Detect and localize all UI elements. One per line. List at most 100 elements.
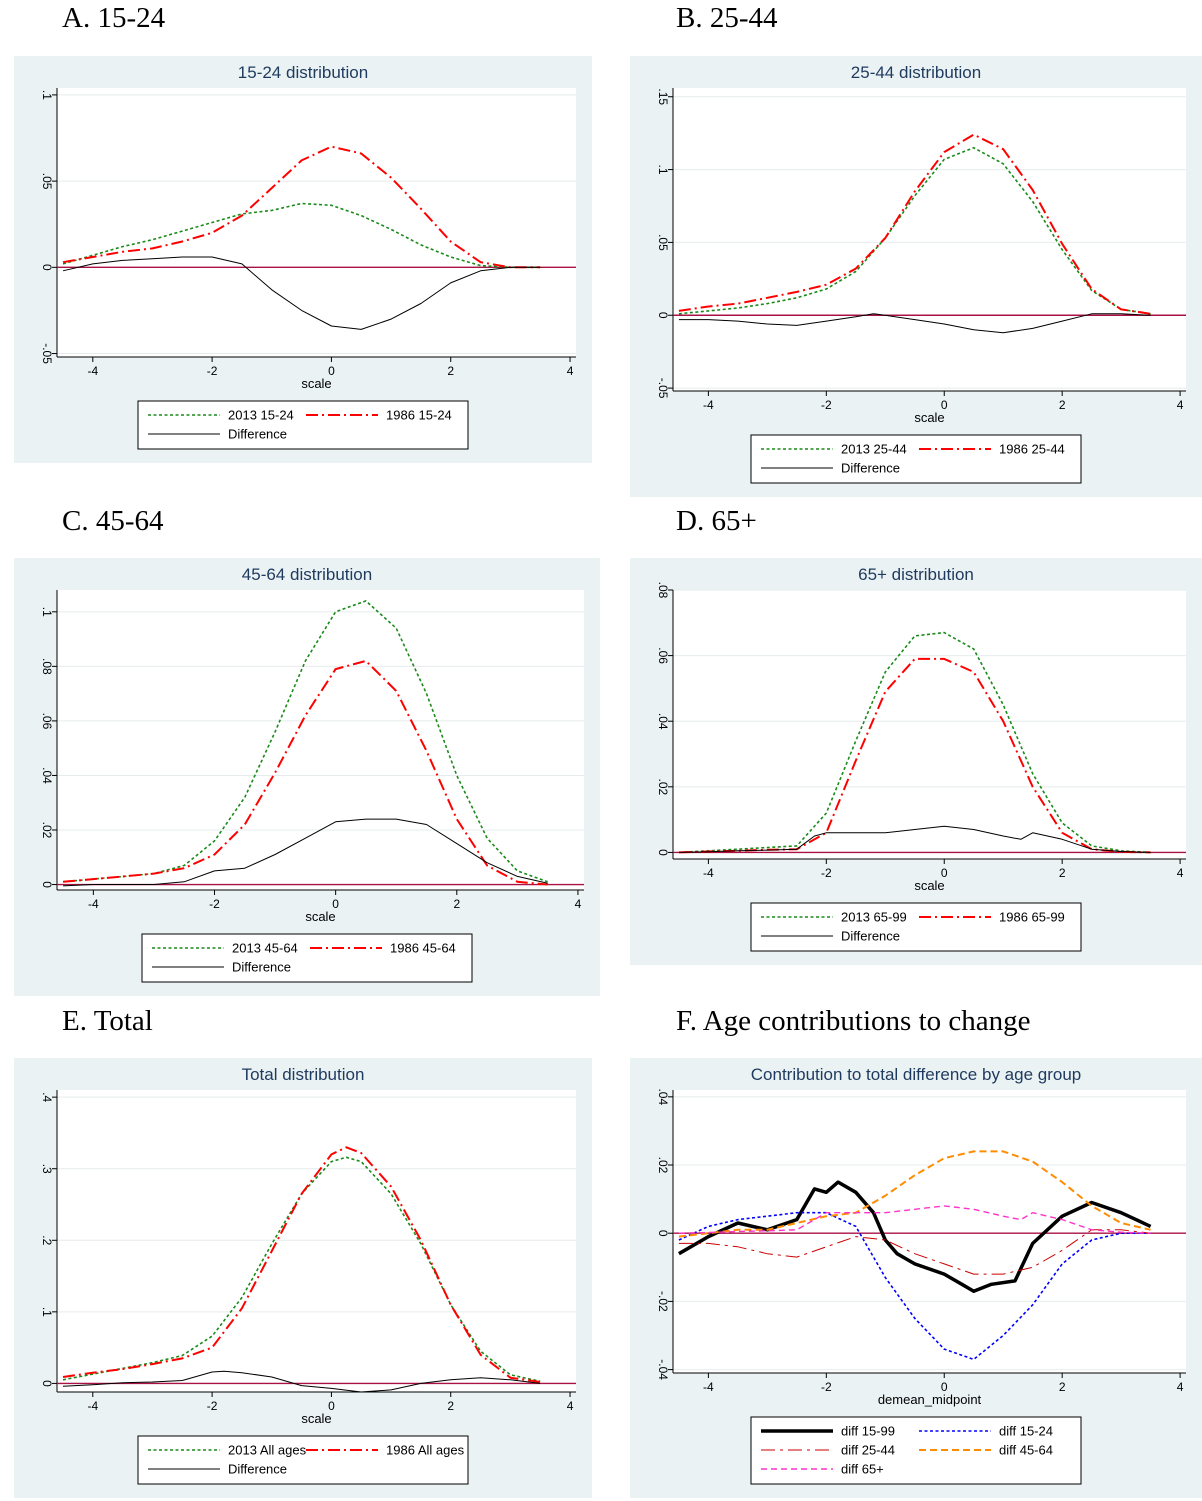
chart-a-svg: 15-24 distribution -.05 0 .05 .1 -4 -2 0 2 4 scale… [40,63,576,450]
y-tick-label: .3 [40,1164,54,1174]
series-line-diff-45-64 [678,1150,1151,1238]
series-group [673,1150,1186,1361]
series-group [673,133,1186,334]
x-tick-label: -4 [87,364,98,378]
y-tick-label: 0 [40,264,54,271]
x-axis-title: scale [914,878,944,893]
legend-label: Difference [228,427,287,442]
chart-title: 45-64 distribution [242,565,372,584]
x-tick-label: 2 [1059,398,1066,412]
series-line-difference [678,825,1151,853]
x-tick-label: -4 [87,1399,98,1413]
chart-panel-f: Contribution to total difference by age … [630,1058,1202,1498]
y-tick-label: -.05 [656,378,670,399]
legend-box [141,933,473,983]
x-tick-label: 0 [941,1380,948,1394]
y-tick-label: .02 [656,778,670,795]
legend-label: diff 15-99 [841,1424,895,1439]
x-axis-title: scale [914,410,944,425]
y-tick-label: .4 [40,1092,54,1102]
y-tick-label: .15 [656,88,670,105]
x-tick-label: 0 [328,1399,335,1413]
legend-box [750,434,1082,484]
x-axis-title: scale [301,376,331,391]
x-tick-label: -4 [703,398,714,412]
y-tick-label: .06 [40,713,54,730]
chart-d-svg: 65+ distribution 0 .02 .04 .06 .08 -4 -2 0 2 4 scal… [656,565,1186,952]
series-line-difference [63,818,548,887]
x-tick-label: -2 [821,866,832,880]
panel-label-a: A. 15-24 [62,2,166,34]
series-group [57,1146,576,1392]
x-tick-label: -4 [703,1380,714,1394]
y-tick-label: 0 [40,1380,54,1387]
x-tick-label: 2 [447,1399,454,1413]
y-tick-label: .04 [656,713,670,730]
y-tick-label: .1 [40,607,54,617]
plot-area [57,88,576,357]
legend-label: 2013 15-24 [228,408,294,423]
legend-box [750,1416,1082,1485]
chart-panel-a: 15-24 distribution -.05 0 .05 .1 -4 -2 0 2 4 scale… [14,56,592,463]
chart-title: Contribution to total difference by age … [751,1065,1081,1084]
series-group [57,145,576,330]
series-line-2013-45-64 [63,600,548,883]
legend-label: diff 15-24 [999,1424,1053,1439]
x-tick-label: 4 [1177,1380,1184,1394]
legend-label: diff 25-44 [841,1443,895,1458]
series-line-1986-65-99 [678,657,1151,854]
x-tick-label: -2 [209,897,220,911]
x-axis-title: scale [305,909,335,924]
chart-panel-b: 25-44 distribution -.05 0 .05 .1 .15 -4 -2 0 2 4 sc… [630,56,1202,497]
y-tick-label: -.05 [40,343,54,364]
y-tick-label: .02 [656,1157,670,1174]
legend-label: Difference [841,929,900,944]
y-tick-label: .08 [40,658,54,675]
y-tick-label: .04 [40,767,54,784]
panel-label-b: B. 25-44 [676,2,778,34]
y-tick-label: .02 [40,822,54,839]
chart-e-svg: Total distribution 0 .1 .2 .3 .4 -4 -2 0 2 4 scale 2… [40,1065,576,1485]
chart-title: Total distribution [242,1065,365,1084]
y-tick-label: .1 [40,90,54,100]
legend-label: 2013 45-64 [232,941,298,956]
plot-area [673,590,1186,859]
chart-f-svg: Contribution to total difference by age … [656,1065,1186,1485]
chart-panel-d: 65+ distribution 0 .02 .04 .06 .08 -4 -2 0 2 4 scal… [630,558,1202,965]
legend-label: 2013 25-44 [841,442,907,457]
legend-label: 2013 65-99 [841,910,907,925]
x-tick-label: 0 [941,866,948,880]
x-tick-label: 4 [575,897,582,911]
y-tick-label: 0 [656,1230,670,1237]
x-tick-label: -4 [88,897,99,911]
legend-label: 1986 25-44 [999,442,1065,457]
x-tick-label: -2 [207,1399,218,1413]
chart-title: 25-44 distribution [851,63,981,82]
x-axis-title: scale [301,1411,331,1426]
plot-area [673,1090,1186,1373]
series-line-diff-15-99 [678,1180,1152,1293]
x-tick-label: 2 [447,364,454,378]
y-tick-label: 0 [656,312,670,319]
series-line-diff-65 [678,1205,1151,1234]
legend-label: diff 65+ [841,1462,884,1477]
panel-label-e: E. Total [62,1005,153,1037]
y-tick-label: -.04 [656,1359,670,1380]
y-tick-label: .1 [656,165,670,175]
x-tick-label: 0 [941,398,948,412]
y-tick-label: .05 [656,234,670,251]
legend-label: 1986 All ages [386,1443,465,1458]
series-line-1986-all-ages [62,1146,541,1383]
x-axis-title: demean_midpoint [878,1392,982,1407]
legend-label: 2013 All ages [228,1443,307,1458]
x-tick-label: 2 [453,897,460,911]
legend-label: Difference [228,1462,287,1477]
chart-title: 15-24 distribution [238,63,368,82]
x-tick-label: 0 [332,897,339,911]
legend-label: 1986 65-99 [999,910,1065,925]
series-line-difference [62,1370,541,1392]
series-line-difference [62,256,541,330]
chart-c-svg: 45-64 distribution 0 .02 .04 .06 .08 .1 -4 -2 0 2 4… [40,565,584,983]
series-line-2013-65-99 [678,631,1151,854]
y-tick-label: .06 [656,647,670,664]
